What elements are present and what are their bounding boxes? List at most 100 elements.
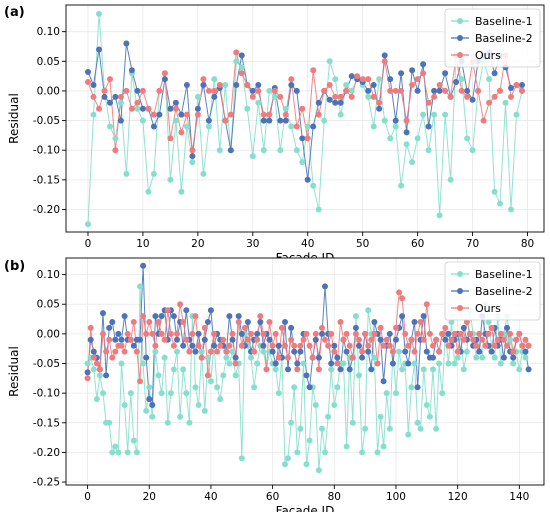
data-point-baseline-1 [486, 76, 493, 83]
data-point-baseline-2 [348, 73, 355, 80]
data-point-ours [143, 330, 150, 337]
data-point-baseline-1 [204, 354, 211, 361]
data-point-baseline-2 [359, 354, 366, 361]
data-point-ours [457, 330, 464, 337]
data-point-baseline-2 [100, 310, 106, 317]
data-point-ours [251, 348, 258, 355]
data-point-ours [463, 319, 470, 325]
data-point-baseline-2 [293, 87, 300, 94]
data-point-baseline-1 [118, 360, 125, 367]
data-point-ours [377, 324, 384, 331]
data-point-ours [414, 76, 421, 83]
data-point-baseline-2 [399, 313, 406, 320]
panel-a: 0 10 20 30 40 50 60 70 80 -0.20 -0.15 -0.10 -0.05 0.0… [4, 4, 545, 265]
data-point-baseline-1 [139, 117, 146, 124]
data-point-baseline-2 [310, 123, 317, 130]
data-point-baseline-2 [211, 342, 217, 349]
data-point-ours [482, 342, 489, 349]
data-point-ours [309, 354, 316, 361]
data-point-baseline-2 [414, 384, 421, 391]
data-point-ours [145, 105, 152, 112]
data-point-baseline-1 [408, 384, 415, 391]
data-point-baseline-1 [502, 99, 509, 106]
data-point-ours [398, 87, 405, 94]
data-point-baseline-2 [150, 123, 157, 130]
data-point-ours [409, 82, 416, 88]
data-point-ours [393, 324, 399, 331]
data-point-baseline-1 [312, 402, 319, 408]
data-point-baseline-2 [337, 99, 344, 106]
data-point-baseline-2 [260, 342, 267, 349]
data-point-ours [100, 330, 106, 337]
data-point-baseline-1 [260, 348, 267, 355]
data-point-ours [249, 93, 256, 100]
data-point-baseline-1 [310, 182, 317, 189]
data-point-ours [229, 330, 236, 337]
data-point-ours [189, 147, 196, 154]
data-point-baseline-1 [167, 390, 174, 397]
data-point-baseline-2 [420, 313, 427, 320]
data-point-baseline-1 [356, 372, 362, 379]
data-point-ours [423, 301, 430, 308]
data-point-baseline-1 [85, 221, 91, 228]
data-point-baseline-2 [297, 348, 304, 355]
data-point-baseline-1 [513, 111, 520, 118]
data-point-baseline-1 [100, 390, 106, 397]
data-point-ours [186, 348, 193, 355]
data-point-ours [475, 87, 482, 94]
data-point-baseline-1 [282, 105, 289, 112]
data-point-baseline-2 [140, 262, 147, 269]
data-point-baseline-1 [194, 93, 201, 100]
x-tick-label: 60 [266, 491, 279, 503]
data-point-ours [177, 301, 184, 308]
data-point-baseline-2 [403, 129, 410, 136]
data-point-baseline-1 [260, 147, 267, 154]
data-point-baseline-1 [255, 99, 262, 106]
data-point-baseline-1 [479, 354, 486, 361]
data-point-baseline-1 [251, 384, 258, 391]
data-point-baseline-1 [152, 348, 159, 355]
data-point-baseline-2 [453, 79, 460, 85]
data-point-baseline-2 [491, 70, 498, 77]
data-point-ours [371, 330, 378, 337]
data-point-ours [282, 342, 288, 349]
data-point-ours [470, 336, 477, 343]
data-point-baseline-1 [238, 455, 245, 462]
data-point-ours [118, 342, 125, 349]
panel-b: 0 20 40 60 80 100 120 140 -0.25 -0.20 -0.15 -0.10 -0… [4, 257, 545, 512]
data-point-ours [244, 336, 251, 343]
data-point-ours [303, 330, 310, 337]
data-point-ours [134, 99, 141, 106]
data-point-baseline-1 [334, 384, 341, 391]
data-point-baseline-2 [381, 52, 388, 59]
data-point-baseline-2 [312, 336, 319, 343]
data-point-baseline-1 [381, 117, 388, 124]
data-point-ours [491, 93, 498, 100]
data-point-baseline-2 [149, 402, 156, 408]
data-point-ours [137, 378, 143, 385]
data-point-baseline-1 [254, 360, 261, 367]
data-point-baseline-2 [229, 336, 236, 343]
data-point-baseline-1 [266, 87, 273, 94]
data-point-ours [155, 319, 162, 325]
data-point-baseline-1 [249, 153, 256, 160]
data-point-ours [205, 87, 212, 94]
data-point-baseline-2 [161, 76, 168, 83]
data-point-baseline-1 [174, 348, 180, 355]
data-point-baseline-2 [431, 87, 438, 94]
data-point-baseline-2 [469, 96, 476, 103]
data-point-ours [425, 99, 432, 106]
data-point-baseline-1 [508, 206, 514, 213]
data-point-baseline-1 [497, 200, 503, 207]
data-point-baseline-1 [106, 419, 113, 426]
data-point-baseline-1 [423, 402, 430, 408]
data-point-baseline-1 [436, 212, 443, 219]
data-point-ours [189, 330, 196, 337]
data-point-baseline-2 [386, 330, 393, 337]
data-point-baseline-1 [150, 170, 157, 177]
data-point-baseline-1 [186, 419, 193, 426]
y-tick-label: 0.00 [37, 328, 60, 340]
data-point-ours [149, 330, 156, 337]
data-point-baseline-2 [282, 319, 288, 325]
data-point-ours [448, 336, 455, 343]
